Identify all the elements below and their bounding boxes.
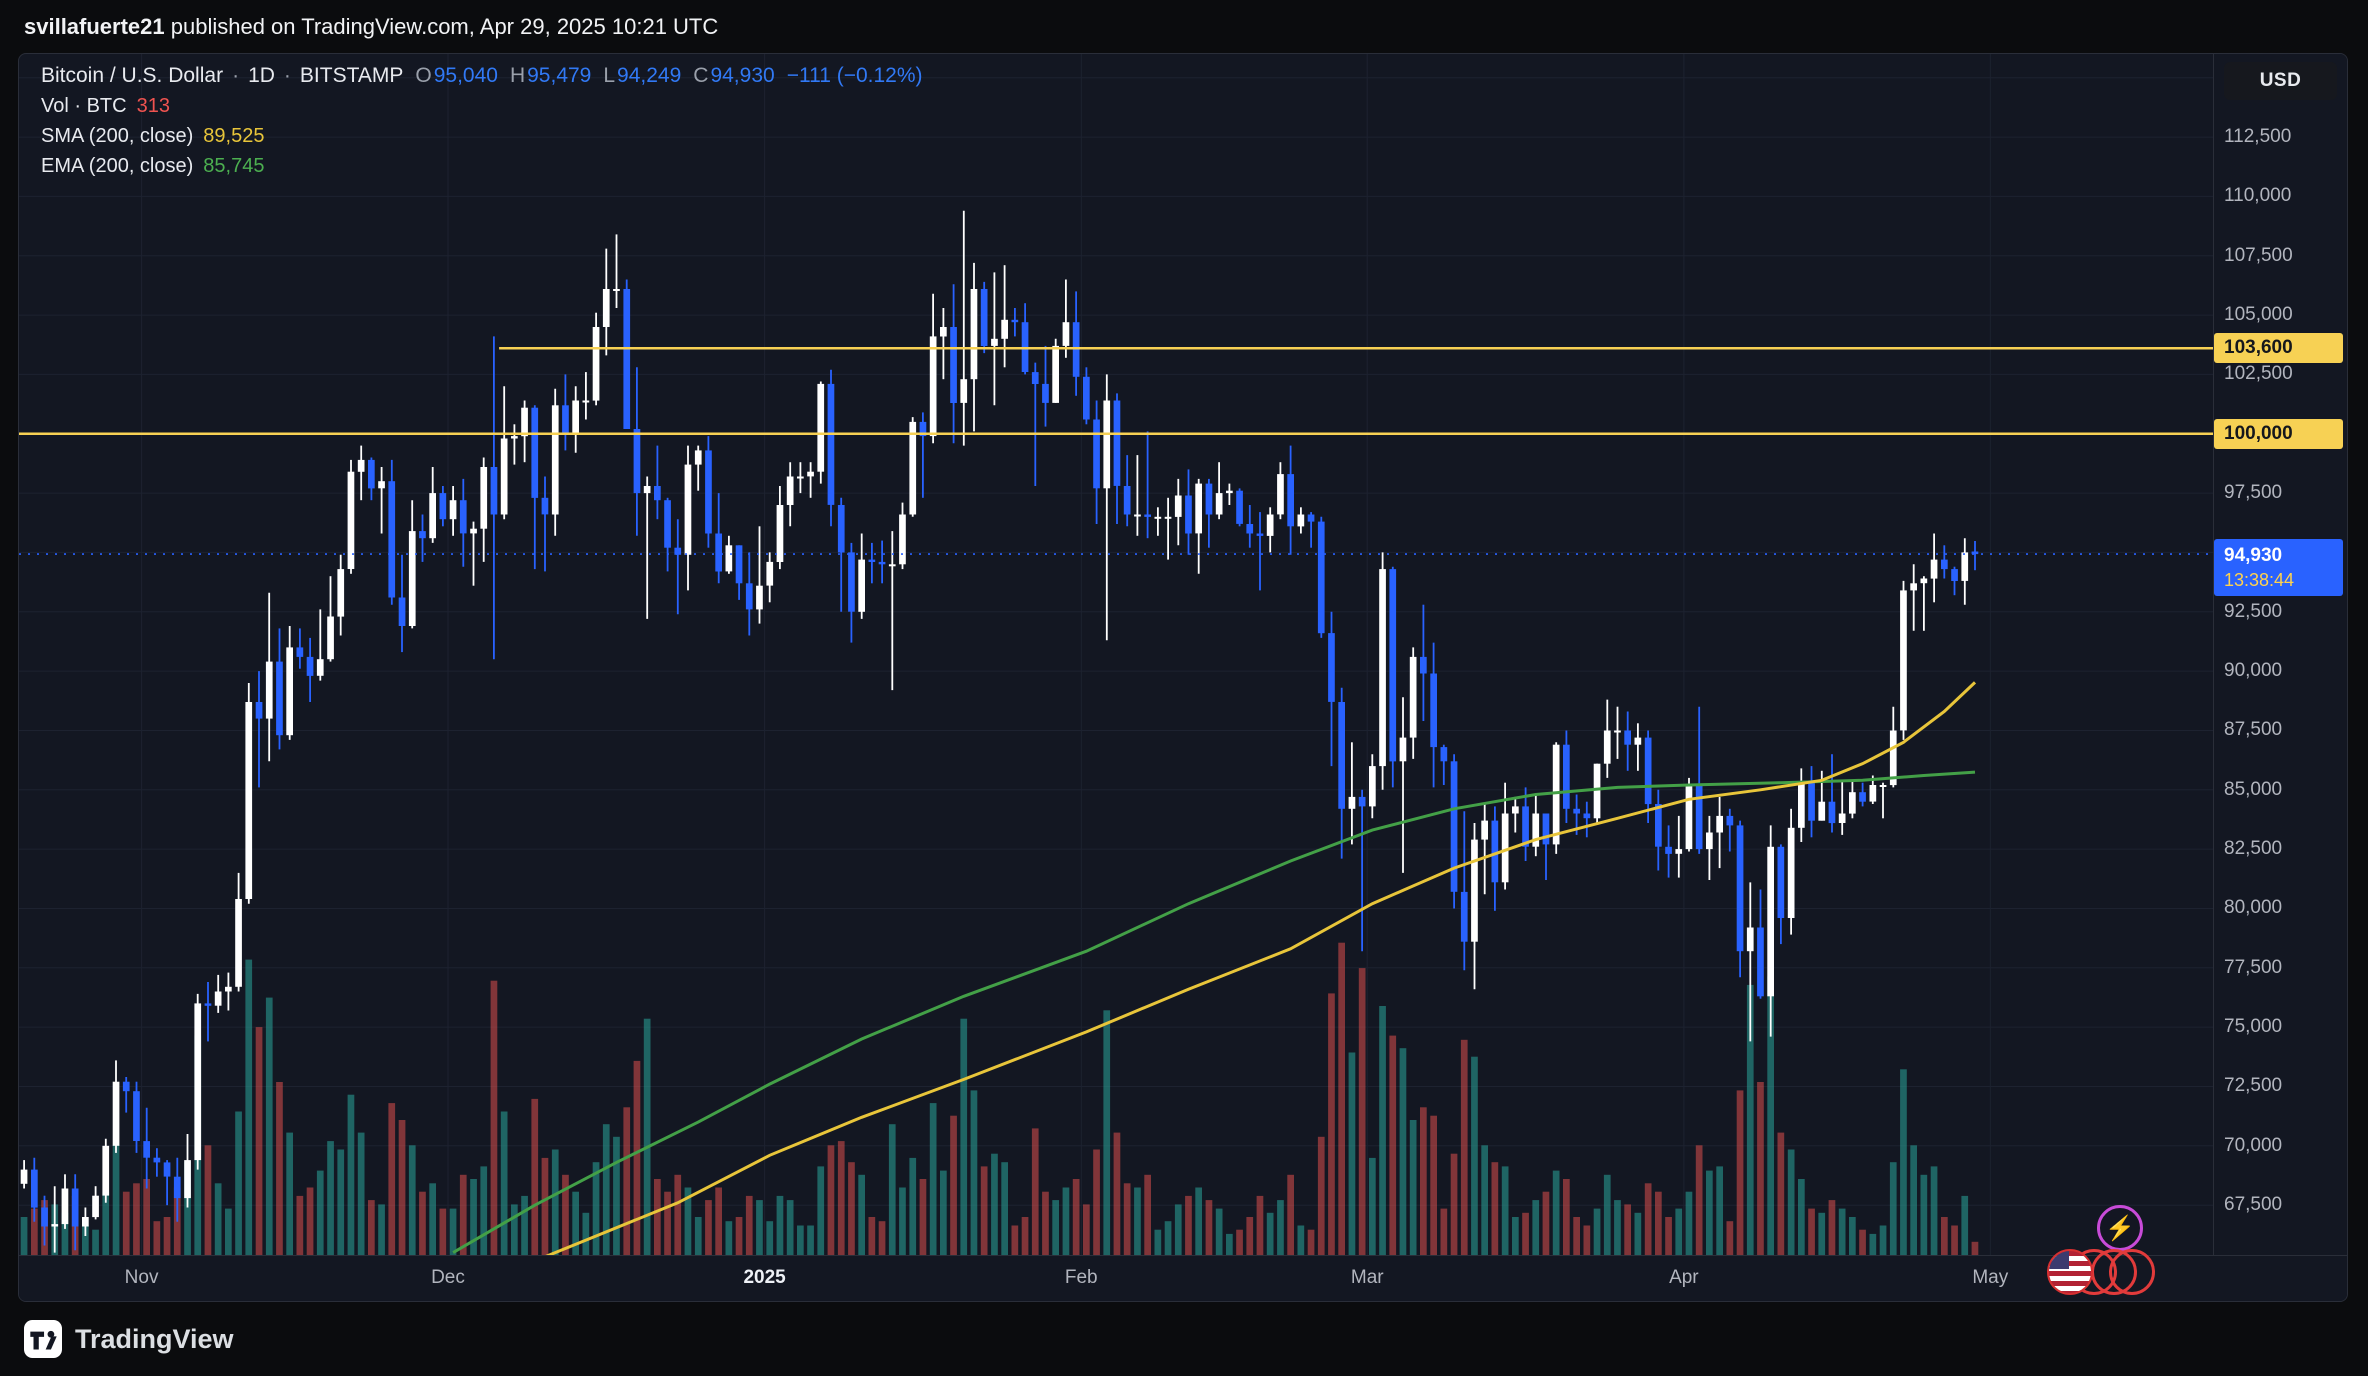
- price-tick-label: 92,500: [2224, 600, 2283, 622]
- sma-value: 89,525: [203, 125, 265, 147]
- low-letter: L: [603, 64, 616, 87]
- ema-value: 85,745: [203, 155, 265, 177]
- price-axis[interactable]: USD 112,500 110,000 107,500 105,000 102,500 9…: [2213, 54, 2347, 1255]
- time-axis[interactable]: Nov Dec 2025 Feb Mar Apr May: [19, 1255, 2347, 1301]
- us-flag-reaction-icon: [2047, 1249, 2093, 1295]
- last-price-label: 94,930 13:38:44: [2214, 539, 2343, 597]
- time-tick-label: Apr: [1669, 1267, 1699, 1288]
- close-value: 94,930: [710, 64, 775, 87]
- interval-label: 1D: [248, 64, 275, 87]
- price-tick-label: 107,500: [2224, 244, 2293, 266]
- symbol-legend-row[interactable]: Bitcoin / U.S. Dollar · 1D · BITSTAMP O95,040…: [41, 64, 923, 88]
- reactions-stack[interactable]: [2047, 1247, 2159, 1297]
- ema-label: EMA (200, close): [41, 155, 194, 177]
- ema-legend-row[interactable]: EMA (200, close) 85,745: [41, 155, 923, 178]
- price-tick-label: 72,500: [2224, 1075, 2283, 1097]
- low-value: 94,249: [617, 64, 682, 87]
- volume-label: Vol · BTC: [41, 95, 127, 117]
- price-tick-label: 102,500: [2224, 363, 2293, 385]
- volume-legend-row[interactable]: Vol · BTC 313: [41, 95, 923, 118]
- level-price-label: 100,000: [2214, 418, 2343, 449]
- price-tick-label: 110,000: [2224, 185, 2292, 207]
- time-tick-label: 2025: [743, 1267, 786, 1288]
- sma-legend-row[interactable]: SMA (200, close) 89,525: [41, 125, 923, 148]
- price-tick-label: 67,500: [2224, 1194, 2283, 1216]
- bar-countdown: 13:38:44: [2224, 570, 2295, 591]
- open-letter: O: [415, 64, 432, 87]
- high-letter: H: [509, 64, 526, 87]
- price-tick-label: 80,000: [2224, 897, 2283, 919]
- publish-author: svillafuerte21: [24, 13, 165, 39]
- plot-area[interactable]: [19, 54, 2215, 1255]
- time-tick-label: May: [1972, 1267, 2009, 1288]
- price-tick-label: 85,000: [2224, 778, 2283, 800]
- price-tick-label: 77,500: [2224, 956, 2283, 978]
- price-tick-label: 90,000: [2224, 660, 2283, 682]
- price-tick-label: 70,000: [2224, 1134, 2283, 1156]
- brand-wordmark[interactable]: TradingView: [75, 1323, 234, 1354]
- exchange-label: BITSTAMP: [299, 64, 404, 87]
- price-tick-label: 105,000: [2224, 304, 2293, 326]
- separator-dot: ·: [283, 64, 291, 87]
- time-tick-label: Feb: [1064, 1267, 1098, 1288]
- boost-icon[interactable]: ⚡: [2097, 1205, 2143, 1251]
- close-letter: C: [693, 64, 709, 87]
- high-value: 95,479: [527, 64, 592, 87]
- time-tick-label: Mar: [1350, 1267, 1384, 1288]
- last-price-value: 94,930: [2224, 545, 2283, 567]
- symbol-title: Bitcoin / U.S. Dollar: [41, 64, 224, 87]
- price-tick-label: 97,500: [2224, 482, 2283, 504]
- price-tick-label: 112,500: [2224, 126, 2292, 148]
- separator-dot: ·: [232, 64, 240, 87]
- change-value: −111 (−0.12%): [786, 64, 923, 87]
- tradingview-logo[interactable]: [24, 1320, 62, 1358]
- currency-toggle[interactable]: USD: [2224, 62, 2337, 100]
- footer-bar: TradingView: [0, 1302, 2368, 1376]
- volume-value: 313: [136, 95, 170, 117]
- publish-header: svillafuerte21 published on TradingView.…: [0, 0, 2368, 53]
- sma-label: SMA (200, close): [41, 125, 194, 147]
- price-tick-label: 82,500: [2224, 838, 2283, 860]
- time-tick-label: Dec: [431, 1267, 465, 1288]
- price-tick-label: 87,500: [2224, 719, 2283, 741]
- publish-info: published on TradingView.com, Apr 29, 20…: [164, 13, 719, 39]
- price-tick-label: 75,000: [2224, 1016, 2283, 1038]
- chart-legend: Bitcoin / U.S. Dollar · 1D · BITSTAMP O95,040…: [41, 64, 923, 185]
- open-value: 95,040: [433, 64, 498, 87]
- chart-panel: Bitcoin / U.S. Dollar · 1D · BITSTAMP O95,040…: [18, 53, 2348, 1302]
- level-price-label: 103,600: [2214, 333, 2343, 364]
- time-tick-label: Nov: [124, 1267, 159, 1288]
